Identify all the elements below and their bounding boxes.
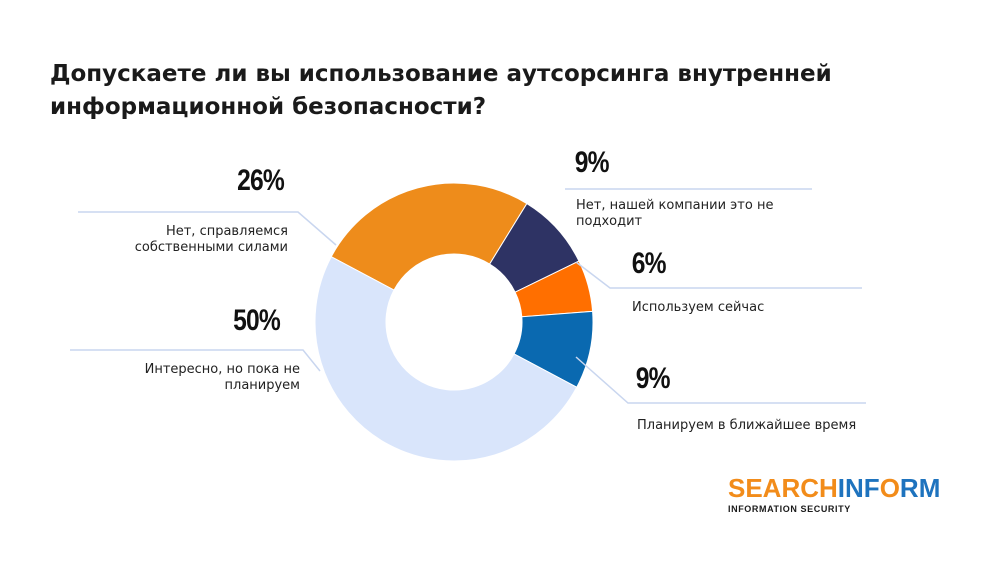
logo-letter-o: O <box>879 473 900 503</box>
legend-label-4: Интересно, но пока не планируем <box>144 362 300 393</box>
legend-label-0: Нет, справляемся собственными силами <box>134 224 288 255</box>
logo-word-rm: RM <box>899 473 941 503</box>
leader-lines <box>70 188 866 404</box>
leader-line-3 <box>575 356 866 404</box>
legend-label-2: Используем сейчас <box>632 300 765 315</box>
searchinform-logo: SEARCHINFORM INFORMATION SECURITY <box>728 475 940 514</box>
logo-word-search: SEARCH <box>728 473 838 503</box>
data-label-1: 9% <box>574 146 610 179</box>
data-label-4: 50% <box>233 304 281 337</box>
chart-title: Допускаете ли вы использование аутсорсин… <box>50 61 832 120</box>
data-label-2: 6% <box>631 247 667 280</box>
data-label-3: 9% <box>635 362 671 395</box>
data-label-0: 26% <box>237 164 285 197</box>
leader-line-0 <box>78 211 337 246</box>
leader-line-2 <box>575 261 862 289</box>
logo-word-inf: INF <box>837 473 880 503</box>
legend-label-3: Планируем в ближайшее время <box>637 418 857 433</box>
legend-label-1: Нет, нашей компании это не подходит <box>576 198 774 229</box>
leader-line-4 <box>70 349 321 372</box>
donut-slice-0 <box>330 182 528 291</box>
donut-slice-4 <box>314 256 578 462</box>
logo-subtitle: INFORMATION SECURITY <box>728 504 851 514</box>
